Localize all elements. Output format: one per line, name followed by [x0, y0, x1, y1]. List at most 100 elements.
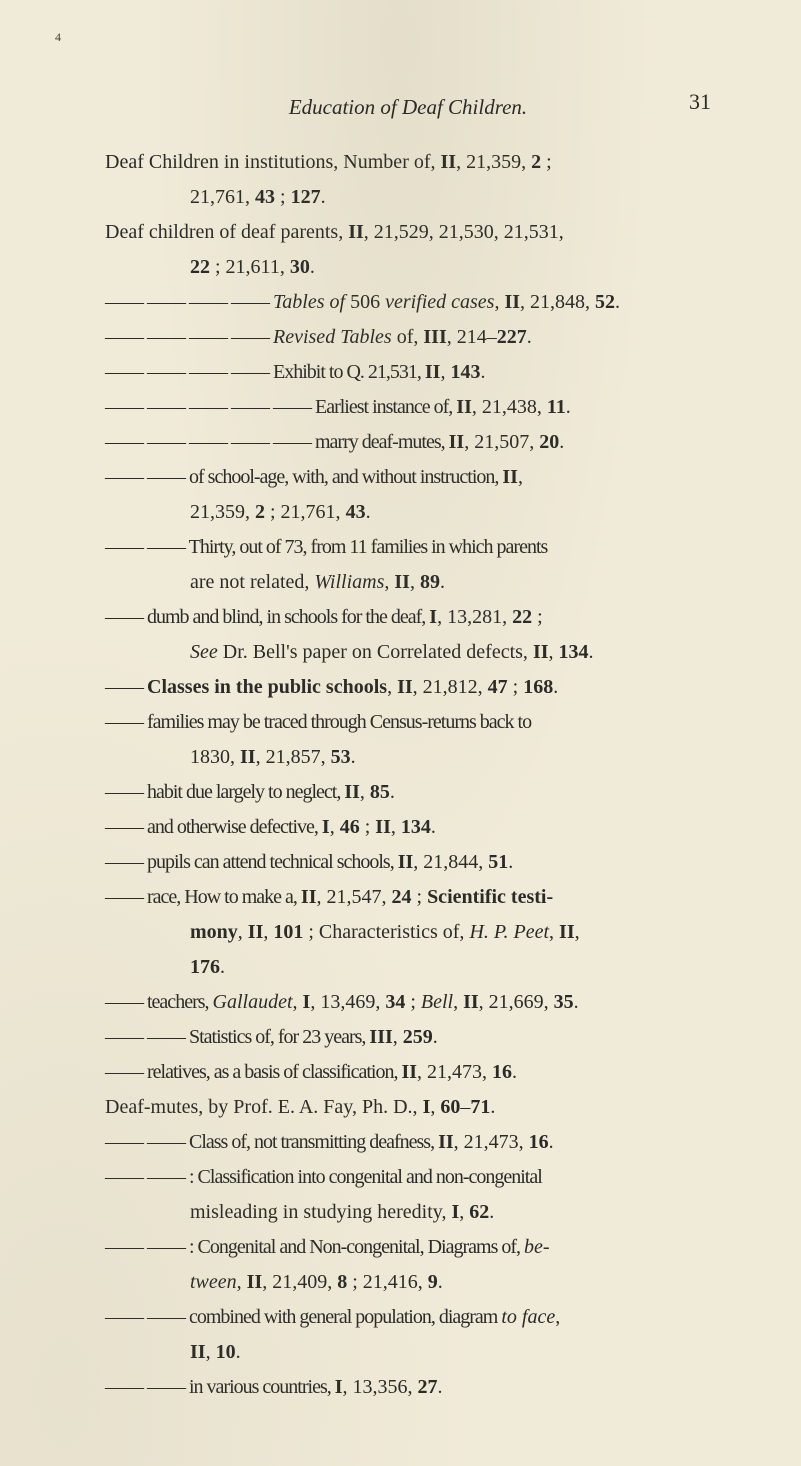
t: See	[190, 641, 218, 663]
t: 259	[403, 1026, 433, 1048]
t: , 21,409,	[262, 1271, 337, 1293]
t: .	[236, 1341, 241, 1363]
t: are not related,	[190, 571, 314, 593]
t: ,	[430, 1096, 440, 1118]
t: .	[310, 256, 315, 278]
t: ,	[555, 1306, 560, 1328]
t: —— —— —— ——	[105, 326, 273, 348]
t: II	[533, 641, 549, 663]
t: ,	[384, 571, 394, 593]
t: ,	[518, 466, 523, 488]
t: .	[559, 431, 564, 453]
t: Revised Tables	[273, 326, 392, 348]
t: 127	[291, 186, 321, 208]
index-line: —— —— in various countries, I, 13,356, 2…	[105, 1371, 711, 1404]
t: , 21,438,	[472, 396, 547, 418]
t: .	[549, 1131, 554, 1153]
index-line: —— dumb and blind, in schools for the de…	[105, 601, 711, 634]
t: .	[390, 781, 395, 803]
index-line: —— —— —— —— Revised Tables of, III, 214–…	[105, 321, 711, 354]
t: —— —— in various countries,	[105, 1376, 335, 1398]
t: —— —— —— —— —— marry deaf-mutes,	[105, 431, 449, 453]
index-line: —— —— combined with general population, …	[105, 1301, 711, 1334]
index-line: 176.	[105, 951, 711, 984]
t: 143	[450, 361, 480, 383]
t: 62	[469, 1201, 489, 1223]
t: —— habit due largely to neglect,	[105, 781, 344, 803]
t: Tables of	[273, 291, 345, 313]
t: Gallaudet	[213, 991, 293, 1013]
t: ; 21,416,	[347, 1271, 428, 1293]
t: .	[433, 1026, 438, 1048]
t: .	[508, 851, 513, 873]
t: ; 21,761,	[265, 501, 346, 523]
t: II	[397, 676, 413, 698]
index-line: —— —— Thirty, out of 73, from 11 familie…	[105, 531, 711, 564]
t: .	[489, 1201, 494, 1223]
t: .	[438, 1271, 443, 1293]
t: Classes in the public schools	[147, 676, 387, 698]
t: 43	[346, 501, 366, 523]
t: ,	[440, 361, 450, 383]
t: , 21,473,	[417, 1061, 492, 1083]
t: 168	[523, 676, 553, 698]
t: .	[480, 361, 485, 383]
index-line: —— race, How to make a, II, 21,547, 24 ;…	[105, 881, 711, 914]
t: ;	[360, 816, 376, 838]
t: —— —— : Classification into congenital a…	[105, 1166, 542, 1188]
index-line: are not related, Williams, II, 89.	[105, 566, 711, 599]
t: 71	[470, 1096, 490, 1118]
t: , 21,848,	[520, 291, 595, 313]
t: ;	[532, 606, 543, 628]
t: .	[566, 396, 571, 418]
t: II	[247, 1271, 263, 1293]
t: 21,359,	[190, 501, 255, 523]
t: —— —— of school-age, with, and without i…	[105, 466, 502, 488]
t: .	[512, 1061, 517, 1083]
index-line: —— teachers, Gallaudet, I, 13,469, 34 ; …	[105, 986, 711, 1019]
index-line: See Dr. Bell's paper on Correlated defec…	[105, 636, 711, 669]
t: 506	[345, 291, 385, 313]
t: 227	[497, 326, 527, 348]
t: 8	[337, 1271, 347, 1293]
t: —— —— Thirty, out of 73, from 11 familie…	[105, 536, 547, 558]
t: II	[559, 921, 575, 943]
t: II	[449, 431, 465, 453]
t: 85	[370, 781, 390, 803]
index-line: Deaf Children in institutions, Number of…	[105, 146, 711, 179]
t: 34	[385, 991, 405, 1013]
t: ,	[459, 1201, 469, 1223]
index-line: misleading in studying heredity, I, 62.	[105, 1196, 711, 1229]
index-line: mony, II, 101 ; Characteristics of, H. P…	[105, 916, 711, 949]
t: .	[438, 1376, 443, 1398]
t: 176	[190, 956, 220, 978]
t: II	[456, 396, 472, 418]
index-line: Deaf children of deaf parents, II, 21,52…	[105, 216, 711, 249]
t: , 21,473,	[454, 1131, 529, 1153]
t: ,	[453, 991, 463, 1013]
t: 134	[401, 816, 431, 838]
t: , 21,507,	[464, 431, 539, 453]
t: ,	[575, 921, 580, 943]
t: Dr. Bell's paper on Correlated defects,	[218, 641, 533, 663]
t: ,	[360, 781, 370, 803]
t: Williams	[314, 571, 384, 593]
t: , 21,359,	[456, 151, 531, 173]
index-line: —— and otherwise defective, I, 46 ; II, …	[105, 811, 711, 844]
t: , 21,844,	[413, 851, 488, 873]
t: Deaf-mutes, by Prof. E. A. Fay, Ph. D.,	[105, 1096, 423, 1118]
t: , 214–	[447, 326, 497, 348]
t: I	[429, 606, 437, 628]
t: .	[220, 956, 225, 978]
t: ;	[412, 886, 428, 908]
t: 51	[488, 851, 508, 873]
t: .	[527, 326, 532, 348]
t: II	[398, 851, 414, 873]
page-number: 31	[689, 89, 711, 115]
t: ,	[549, 641, 559, 663]
index-line: II, 10.	[105, 1336, 711, 1369]
t: —— teachers,	[105, 991, 213, 1013]
t: 35	[554, 991, 574, 1013]
t: II	[502, 466, 518, 488]
t: 20	[539, 431, 559, 453]
